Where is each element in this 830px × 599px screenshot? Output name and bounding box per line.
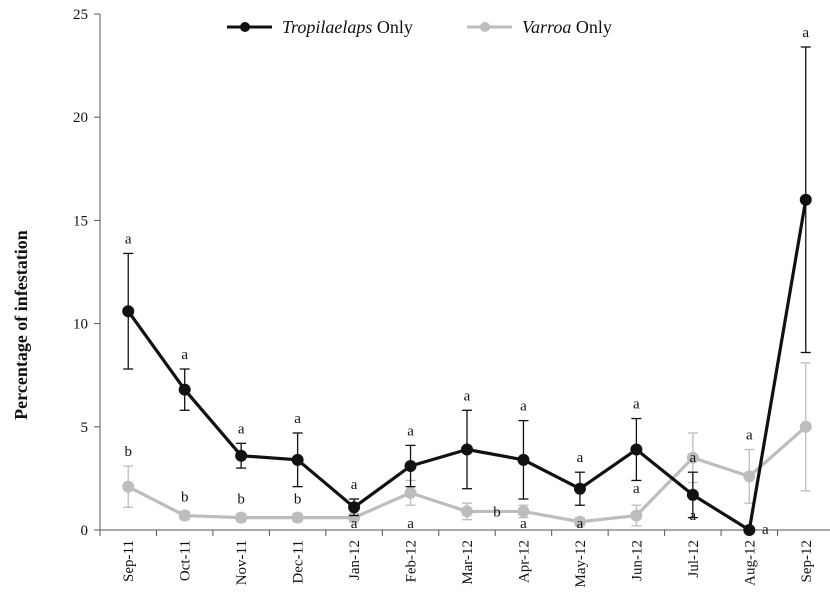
data-point <box>686 488 699 501</box>
significance-letter: b <box>294 491 302 507</box>
x-tick-label: Jun-12 <box>629 540 645 581</box>
legend-label-italic: Varroa <box>522 17 571 37</box>
legend-swatch-marker <box>240 22 250 32</box>
significance-letter: b <box>124 444 132 460</box>
data-point <box>799 420 812 433</box>
data-point <box>178 509 191 522</box>
x-tick-label: Mar-12 <box>460 540 476 585</box>
significance-letter: b <box>237 491 245 507</box>
legend-label-italic: Tropilaelaps <box>282 17 372 37</box>
significance-letter: a <box>520 516 527 532</box>
data-point <box>348 511 361 524</box>
data-point <box>178 383 191 396</box>
significance-letter: a <box>762 522 769 538</box>
data-point <box>517 505 530 518</box>
y-tick-label: 25 <box>73 7 88 23</box>
y-tick-label: 15 <box>73 213 88 229</box>
data-point <box>404 486 417 499</box>
data-point <box>799 193 812 206</box>
significance-letter: a <box>294 411 301 427</box>
x-tick-label: May-12 <box>573 540 589 588</box>
significance-letter: a <box>577 450 584 466</box>
data-point <box>291 453 304 466</box>
data-point <box>235 511 248 524</box>
significance-letter: b <box>493 504 501 520</box>
data-point <box>122 480 135 493</box>
y-tick-label: 20 <box>73 110 88 126</box>
significance-letter: a <box>633 397 640 413</box>
significance-letter: a <box>464 388 471 404</box>
significance-letter: a <box>802 25 809 41</box>
significance-letter: a <box>238 421 245 437</box>
significance-letter: a <box>181 347 188 363</box>
y-tick-label: 5 <box>81 420 89 436</box>
significance-letter: a <box>520 399 527 415</box>
significance-letter: a <box>407 516 414 532</box>
series-tropilaelaps <box>122 46 812 536</box>
significance-letter: a <box>351 477 358 493</box>
series-varroa <box>122 362 812 528</box>
data-point <box>743 470 756 483</box>
legend-item-tropilaelaps: Tropilaelaps Only <box>227 17 413 37</box>
significance-letter: b <box>181 489 189 505</box>
x-tick-label: Oct-11 <box>178 540 194 581</box>
x-tick-label: Apr-12 <box>516 540 532 583</box>
x-tick-label: Nov-11 <box>234 540 250 585</box>
legend-label-suffix: Only <box>372 17 413 37</box>
data-point <box>743 524 756 536</box>
significance-letter: a <box>577 516 584 532</box>
significance-letter: a <box>351 516 358 532</box>
axes: 0 5 10 15 20 25 Sep-11 Oct-11 Nov-11 Dec-11 Jan-12… <box>73 7 830 588</box>
significance-letter: a <box>633 481 640 497</box>
data-point <box>686 451 699 464</box>
data-point <box>235 449 248 462</box>
data-point <box>630 443 643 456</box>
data-point <box>122 305 135 318</box>
data-point <box>461 443 473 456</box>
x-tick-label: Jul-12 <box>686 540 702 578</box>
data-point <box>573 515 586 528</box>
y-tick-label: 0 <box>81 523 89 539</box>
significance-letter: a <box>746 428 753 444</box>
legend: Tropilaelaps Only Varroa Only <box>227 17 612 37</box>
legend-label-suffix: Only <box>571 17 612 37</box>
significance-letter: a <box>690 450 697 466</box>
significance-labels: ababababaaaaabaaaaaaaaaaab <box>124 25 809 538</box>
series-layer <box>122 46 812 536</box>
legend-swatch-marker <box>480 22 490 32</box>
significance-letter: a <box>690 508 697 524</box>
x-tick-label: Sep-11 <box>121 540 137 582</box>
y-tick-label: 10 <box>73 317 88 333</box>
significance-letter: a <box>407 423 414 439</box>
significance-letter: a <box>125 231 132 247</box>
data-point <box>517 453 530 466</box>
data-point <box>630 509 643 522</box>
data-point <box>404 460 417 473</box>
x-tick-label: Aug-12 <box>742 540 758 586</box>
y-axis-title: Percentage of infestation <box>11 230 31 420</box>
data-point <box>573 482 586 495</box>
legend-item-varroa: Varroa Only <box>467 17 612 37</box>
legend-label: Varroa Only <box>522 17 612 37</box>
data-point <box>348 501 361 514</box>
x-tick-label: Dec-11 <box>291 540 307 584</box>
legend-label: Tropilaelaps Only <box>282 17 413 37</box>
x-tick-label: Sep-12 <box>799 540 815 583</box>
data-point <box>461 505 473 518</box>
data-point <box>291 511 304 524</box>
x-tick-label: Feb-12 <box>404 540 420 583</box>
x-tick-label: Jan-12 <box>347 540 363 580</box>
